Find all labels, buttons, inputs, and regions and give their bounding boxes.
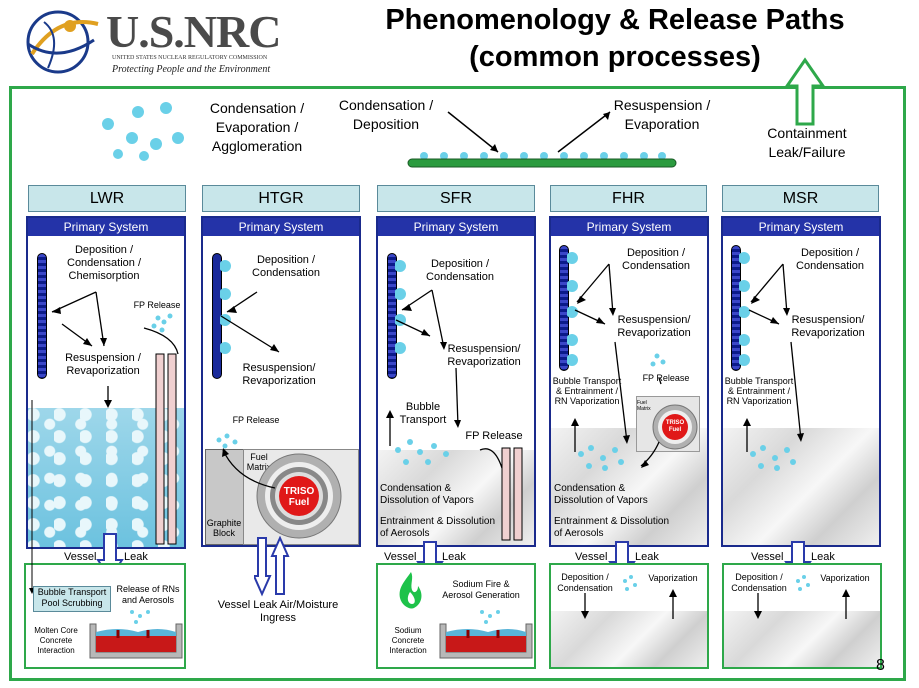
fhr-vapor-label: Vaporization	[648, 573, 698, 583]
page-number: 8	[876, 657, 885, 674]
fhr-fp-release-label: FP Release	[642, 373, 690, 383]
containment-arrow-icon	[785, 57, 825, 126]
msr-resusp-label: Resuspension/ Revaporization	[791, 314, 865, 339]
sfr-sodium-concrete-label: Sodium Concrete Interaction	[389, 626, 427, 655]
sfr-deposits	[395, 260, 406, 354]
lwr-fp-release-label: FP Release	[133, 300, 181, 310]
lwr-resusp-label: Resuspension / Revaporization	[65, 352, 141, 377]
msr-ex-vessel-box	[722, 563, 882, 669]
htgr-triso-label: TRISO Fuel	[283, 486, 315, 508]
fhr-arrows	[571, 263, 666, 471]
diagram-frame	[9, 86, 906, 681]
msr-leak-label: Leak	[811, 551, 835, 563]
htgr-vessel-leak-arrows-icon	[254, 536, 290, 597]
htgr-fp-release-label: FP Release	[232, 415, 280, 425]
sfr-entrain-label: Entrainment & Dissolution of Aerosols	[380, 516, 496, 539]
nrc-logo-globe	[26, 10, 99, 74]
header-lwr: LWR	[28, 185, 186, 212]
msr-deposits	[739, 252, 750, 366]
fhr-resusp-label: Resuspension/ Revaporization	[617, 314, 691, 339]
fhr-floor	[551, 611, 707, 667]
lwr-leak-label: Leak	[124, 551, 148, 563]
htgr-vessel-leak-label: Vessel Leak Air/Moisture Ingress	[217, 599, 339, 624]
fhr-dep-label: Deposition / Condensation	[622, 247, 690, 272]
sfr-corium-pool	[439, 610, 533, 659]
fhr-ex-vessel-box	[549, 563, 709, 669]
sfr-sodium-fire-label: Sodium Fire & Aerosol Generation	[442, 579, 520, 600]
sfr-fp-release-label: FP Release	[465, 430, 523, 442]
sfr-cond-diss-label: Condensation & Dissolution of Vapors	[380, 483, 474, 506]
fhr-cond-diss-label: Condensation & Dissolution of Vapors	[554, 483, 648, 506]
htgr-fuel-matrix-label: Fuel Matrix	[246, 452, 272, 472]
msr-vapor-label: Vaporization	[820, 573, 870, 583]
sodium-fire-icon	[399, 572, 422, 609]
lwr-bubble-box	[33, 586, 111, 612]
label-cond-deposition: Condensation / Deposition	[338, 97, 434, 132]
htgr-resusp-label: Resuspension/ Revaporization	[242, 362, 316, 387]
lwr-molten-label: Molten Core Concrete Interaction	[34, 626, 78, 655]
htgr-arrows	[216, 291, 280, 489]
page-title: Phenomenology & Release Paths (common pr…	[330, 2, 900, 76]
sfr-leak-label: Leak	[442, 551, 466, 563]
fhr-bottom-arrows	[581, 575, 677, 619]
lwr-primary-label: Primary System	[28, 218, 184, 236]
htgr-triso-particle	[256, 453, 342, 539]
sfr-primary-label: Primary System	[378, 218, 534, 236]
msr-arrows	[743, 263, 804, 471]
msr-vessel-label: Vessel	[751, 551, 784, 563]
lwr-wall	[37, 253, 47, 379]
sfr-dep-label: Deposition / Condensation	[426, 258, 494, 283]
header-sfr: SFR	[377, 185, 535, 212]
htgr-graphite-label: Graphite Block	[206, 518, 242, 538]
fhr-bubble-label: Bubble Transport & Entrainment / RN Vapo…	[552, 376, 622, 406]
msr-coolant-pool	[723, 428, 879, 545]
htgr-dep-label: Deposition / Condensation	[252, 254, 320, 279]
msr-floor	[724, 611, 880, 667]
fhr-triso-particle	[652, 404, 698, 450]
aerosol-dots-icon	[102, 102, 184, 161]
fhr-triso-label: TRISO Fuel	[665, 420, 685, 433]
label-cond-evap-agglom: Condensation / Evaporation / Agglomerati…	[209, 100, 305, 154]
logo-subtitle: UNITED STATES NUCLEAR REGULATORY COMMISS…	[112, 55, 268, 61]
lwr-corium-pool	[89, 610, 183, 659]
fhr-leak-label: Leak	[635, 551, 659, 563]
fhr-entrain-label: Entrainment & Dissolution of Aerosols	[554, 516, 670, 539]
header-htgr: HTGR	[202, 185, 360, 212]
lwr-vessel-label: Vessel	[64, 551, 97, 563]
title-line-1: Phenomenology & Release Paths	[385, 4, 845, 36]
lwr-dep-label: Deposition / Condensation / Chemisorptio…	[67, 244, 141, 282]
header-fhr: FHR	[550, 185, 707, 212]
deposition-surface	[407, 111, 677, 168]
msr-dep-label: Deposition / Condensation	[796, 247, 864, 272]
logo-tagline: Protecting People and the Environment	[112, 64, 271, 75]
sfr-bubble-label: Bubble Transport	[399, 401, 447, 426]
msr-primary-system: Primary System	[721, 216, 881, 547]
logo-text: U.S.NRC	[106, 6, 281, 57]
htgr-primary-label: Primary System	[203, 218, 359, 236]
htgr-graphite-block	[205, 449, 245, 545]
lwr-bubble-line	[29, 400, 35, 594]
lwr-arrows	[51, 291, 179, 545]
msr-dep2-label: Deposition / Condensation	[731, 572, 787, 593]
fhr-vessel-label: Vessel	[575, 551, 608, 563]
fhr-primary-label: Primary System	[551, 218, 707, 236]
sfr-vessel-label: Vessel	[384, 551, 417, 563]
fhr-dep2-label: Deposition / Condensation	[557, 572, 613, 593]
fhr-primary-system: Primary System	[549, 216, 709, 547]
label-containment-leak: Containment Leak/Failure	[767, 125, 847, 160]
label-resusp-evap: Resuspension / Evaporation	[613, 97, 711, 132]
header-msr: MSR	[722, 185, 879, 212]
fhr-deposits	[567, 252, 578, 366]
sfr-resusp-label: Resuspension/ Revaporization	[447, 343, 521, 368]
msr-bottom-arrows	[754, 575, 850, 619]
title-line-2: (common processes)	[469, 41, 761, 73]
lwr-release-label: Release of RNs and Aerosols	[116, 584, 180, 605]
fhr-fuel-matrix-label: Fuel Matrix	[637, 400, 651, 412]
sfr-arrows	[386, 289, 523, 541]
lwr-bubble-label: Bubble Transport Pool Scrubbing	[37, 587, 107, 608]
msr-bubble-label: Bubble Transport & Entrainment / RN Vapo…	[724, 376, 794, 406]
msr-primary-label: Primary System	[723, 218, 879, 236]
